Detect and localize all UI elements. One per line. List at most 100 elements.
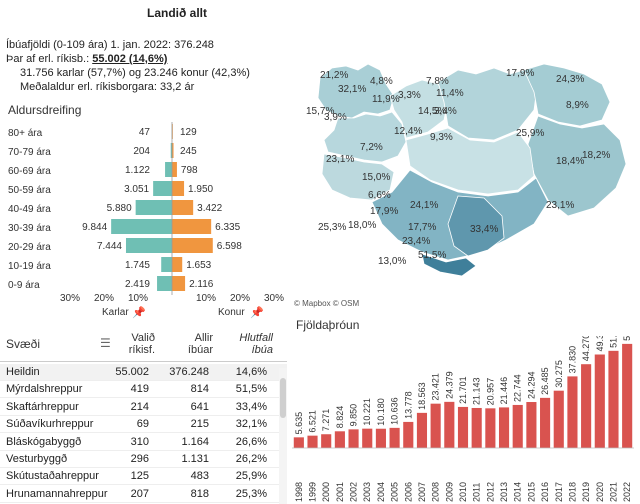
trend-bar[interactable] (498, 407, 510, 448)
trend-bar[interactable] (471, 407, 482, 448)
header-all[interactable]: Allir íbúar (187, 332, 213, 356)
trend-bar[interactable] (321, 434, 332, 448)
age-distribution-title: Aldursdreifing (8, 103, 82, 117)
trend-bar[interactable] (430, 403, 441, 448)
map-region-southeast[interactable] (447, 195, 505, 257)
female-bar[interactable] (172, 181, 185, 196)
male-bar[interactable] (125, 238, 172, 253)
female-bar[interactable] (172, 162, 177, 177)
age-pyramid-chart[interactable]: 80+ ára 47 129 70-79 ára 204 245 60-69 ára 1.12… (0, 118, 300, 323)
trend-bar[interactable] (416, 412, 428, 448)
map-region-label: 24,1% (410, 200, 438, 211)
male-value-label: 1.745 (125, 260, 150, 271)
trend-bar[interactable] (457, 406, 469, 448)
trend-bar[interactable] (403, 421, 414, 448)
map-attribution[interactable]: © Mapbox © OSM (294, 299, 360, 308)
trend-bar[interactable] (622, 343, 633, 448)
pin-icon[interactable]: 📌 (250, 305, 264, 319)
trend-bar[interactable] (553, 390, 564, 448)
female-bar[interactable] (172, 200, 194, 215)
trend-bar[interactable] (389, 427, 400, 448)
trend-year-label: 1999 (308, 482, 318, 502)
trend-bar[interactable] (485, 408, 496, 448)
trend-bar[interactable] (334, 431, 345, 448)
trend-bar-chart[interactable]: 5.635 1998 6.521 1999 7.271 2000 8.824 2001 9.85… (284, 336, 640, 504)
table-row[interactable]: Skútustaðahreppur 125 483 25,9% (0, 468, 287, 486)
table-row[interactable]: Bláskógabyggð 310 1.164 26,6% (0, 434, 287, 451)
trend-value-label: 18.563 (417, 382, 427, 410)
trend-bar[interactable] (444, 401, 455, 448)
trend-bar[interactable] (512, 404, 523, 448)
trend-bar[interactable] (293, 437, 304, 448)
trend-year-label: 1998 (294, 482, 304, 502)
summary-population: Íbúafjöldi (0-109 ára) 1. jan. 2022: 376… (6, 39, 214, 51)
trend-bar[interactable] (594, 354, 605, 448)
female-bar[interactable] (172, 276, 186, 291)
table-cell-name: Vesturbyggð (6, 453, 68, 465)
map-region-southcoast[interactable] (421, 253, 477, 277)
table-cell-name: Skaftárhreppur (6, 400, 79, 413)
trend-bar[interactable] (348, 429, 359, 448)
male-bar[interactable] (165, 162, 172, 177)
table-row[interactable]: Mýrdalshreppur 419 814 51,5% (0, 381, 287, 399)
map-region-label: 17,7% (408, 222, 436, 233)
trend-bar[interactable] (526, 402, 537, 448)
summary-gender: 31.756 karlar (57,7%) og 23.246 konur (4… (20, 67, 250, 79)
male-bar[interactable] (135, 200, 172, 215)
map-region-highlands[interactable] (405, 127, 535, 195)
map-region-label: 7,2% (360, 142, 383, 153)
map-region-label: 11,4% (436, 88, 464, 99)
table-row[interactable]: Hrunamannahreppur 207 818 25,3% (0, 486, 287, 503)
trend-bar[interactable] (307, 435, 318, 448)
male-bar[interactable] (157, 276, 172, 291)
table-cell-all: 1.164 (181, 435, 209, 448)
map-region-label: 14,5% (418, 106, 446, 117)
table-row[interactable]: Vesturbyggð 296 1.131 26,2% (0, 451, 287, 468)
header-foreign[interactable]: Valið ríkisf. (128, 332, 155, 356)
trend-year-label: 2014 (513, 482, 523, 502)
female-bar[interactable] (172, 219, 212, 234)
male-value-label: 9.844 (82, 222, 107, 233)
header-region[interactable]: Svæði (6, 337, 41, 351)
trend-bar[interactable] (362, 428, 373, 448)
trend-year-label: 2019 (581, 482, 591, 502)
map-region-capital[interactable] (321, 153, 395, 201)
table-cell-foreign: 55.002 (115, 366, 149, 378)
sort-icon[interactable]: ☰ (100, 336, 111, 350)
iceland-map[interactable]: 21,2% 32,1% 4,8% 11,9% 15,7%3,9% 3,3% 14,5% 7,8… (298, 40, 640, 296)
table-scrollbar-thumb[interactable] (280, 378, 286, 418)
table-cell-foreign: 207 (130, 487, 149, 500)
female-bar[interactable] (172, 238, 213, 253)
trend-bar[interactable] (581, 364, 592, 448)
female-bar[interactable] (172, 143, 174, 158)
region-table: Svæði ☰ Valið ríkisf. Allir íbúar Hlutfa… (0, 326, 287, 504)
map-region-west[interactable] (323, 111, 407, 163)
trend-value-label: 24.294 (526, 371, 536, 399)
table-row[interactable]: Súðavíkurhreppur 69 215 32,1% (0, 416, 287, 434)
trend-bar[interactable] (567, 376, 578, 448)
male-value-label: 1.122 (125, 165, 150, 176)
male-bar[interactable] (153, 181, 172, 196)
male-bar[interactable] (161, 257, 172, 272)
summary-foreign-prefix: Þar af erl. ríkisb.: (6, 53, 93, 65)
trend-bar[interactable] (540, 397, 551, 448)
pin-icon[interactable]: 📌 (132, 305, 146, 319)
map-region-label: 51,5% (418, 250, 446, 261)
female-bar[interactable] (172, 257, 183, 272)
table-cell-name: Hrunamannahreppur (6, 487, 108, 500)
male-bar[interactable] (170, 143, 172, 158)
header-share[interactable]: Hlutfall íbúa (239, 332, 273, 356)
male-bar[interactable] (111, 219, 172, 234)
age-category-label: 40-49 ára (8, 204, 51, 215)
table-scrollbar-track[interactable] (279, 368, 287, 504)
map-region-northwest[interactable] (389, 79, 449, 139)
map-region-label: 4,8% (370, 76, 393, 87)
trend-bar[interactable] (375, 428, 386, 448)
table-cell-foreign: 419 (130, 383, 149, 396)
trend-bar[interactable] (608, 350, 619, 448)
map-region-northeast[interactable] (523, 63, 611, 127)
table-row[interactable]: Heildin 55.002 376.248 14,6% (0, 364, 287, 381)
female-value-label: 129 (180, 127, 197, 138)
trend-value-label: 7.271 (321, 409, 331, 432)
table-row[interactable]: Skaftárhreppur 214 641 33,4% (0, 399, 287, 416)
